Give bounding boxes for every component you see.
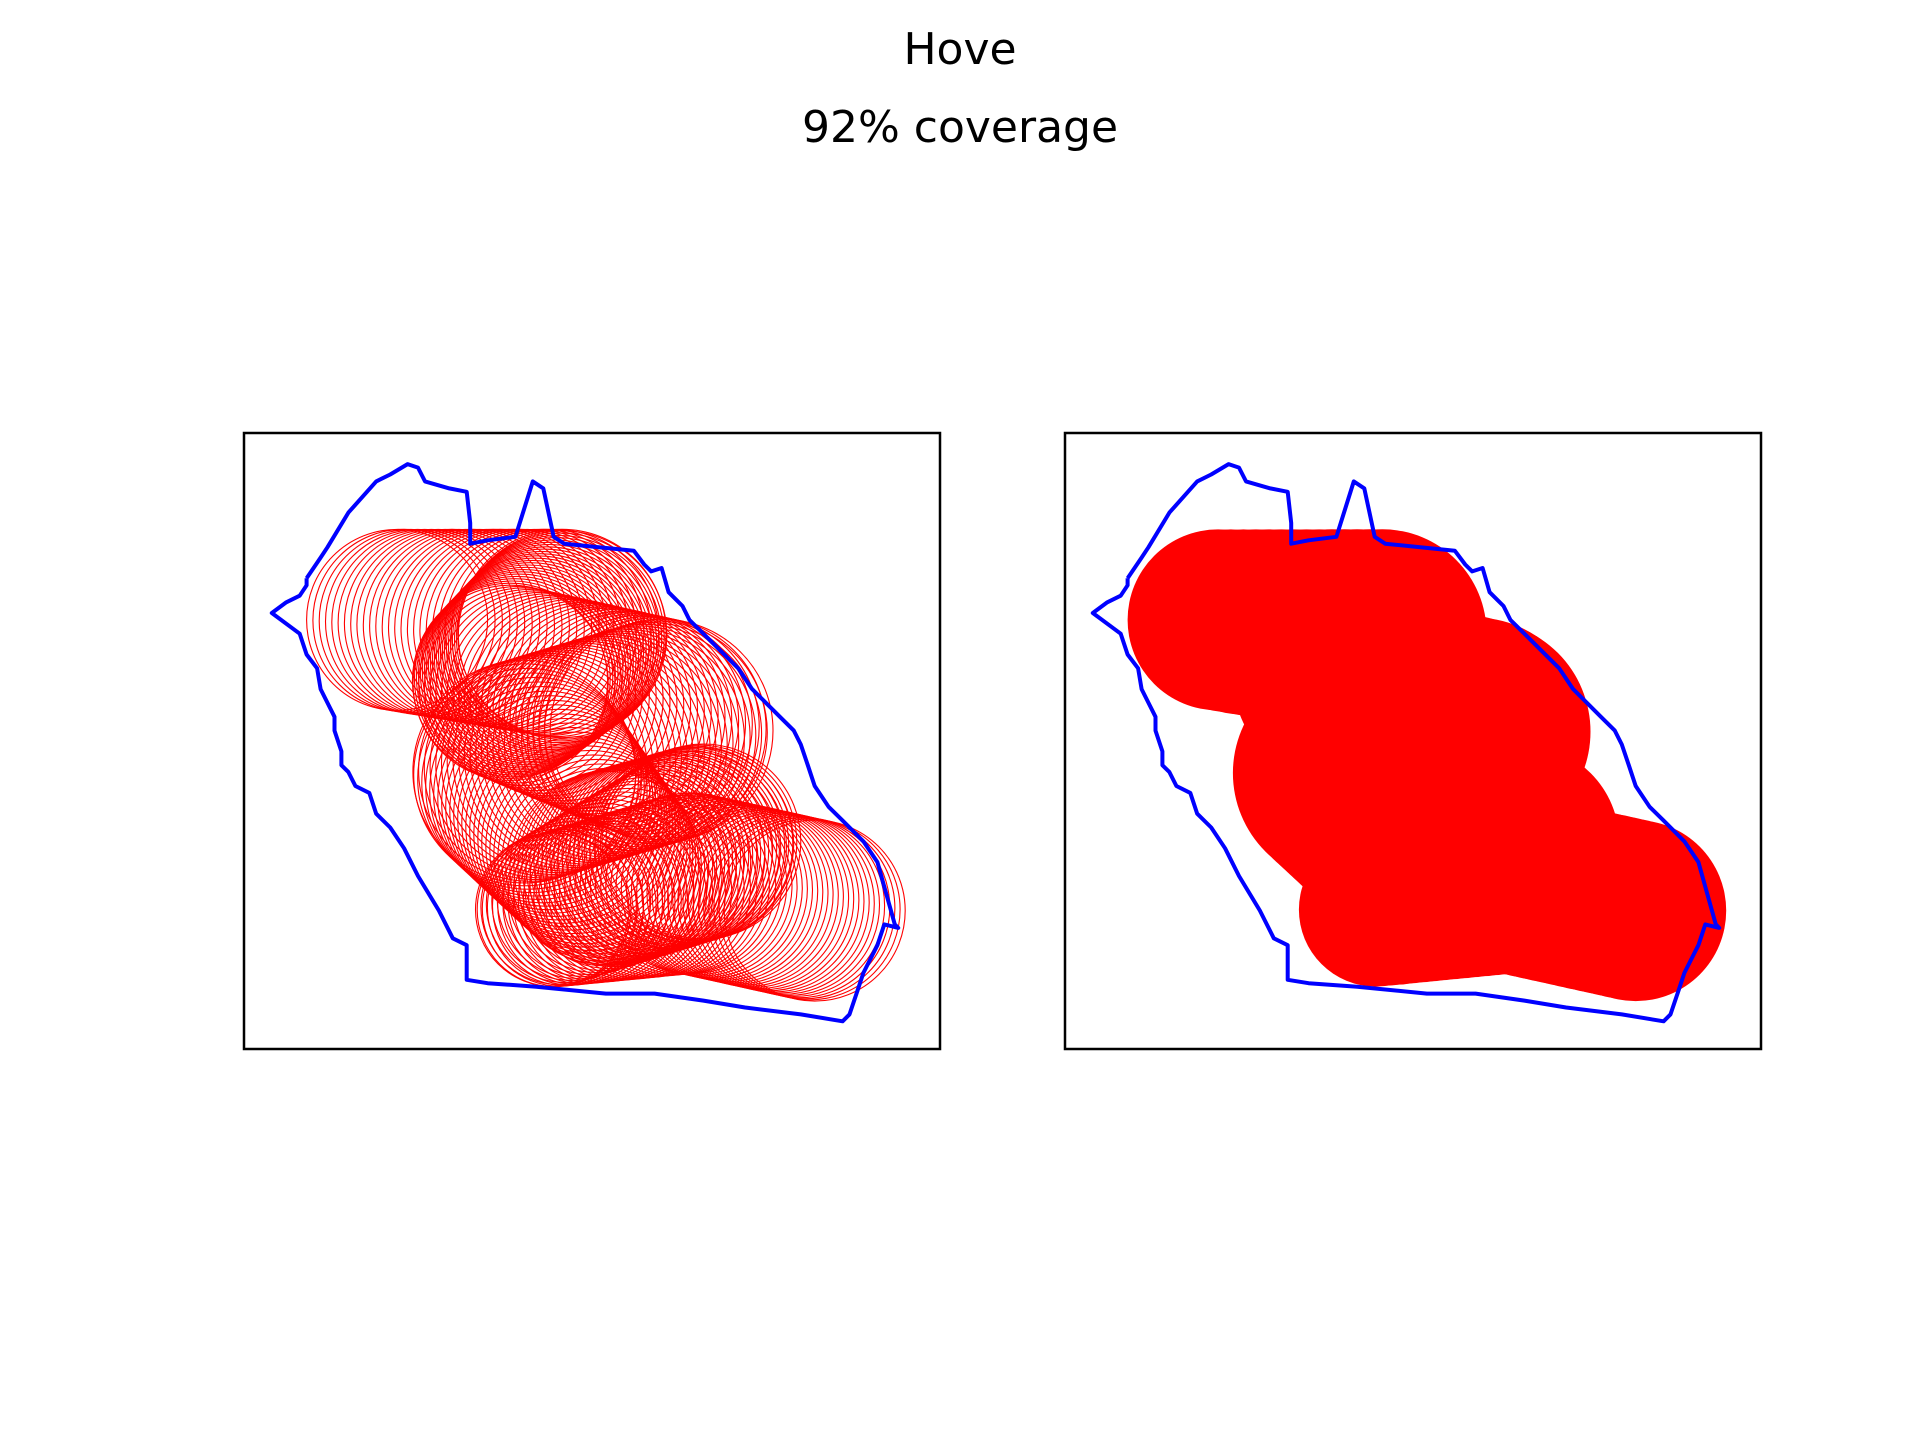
- coverage-circle-outline: [556, 776, 737, 958]
- coverage-circle-outline: [515, 628, 740, 853]
- coverage-circle-outline: [446, 649, 671, 874]
- coverage-circle-outline: [469, 642, 694, 867]
- coverage-circle-outline: [507, 810, 673, 976]
- boundary-line: [1090, 462, 1722, 1024]
- chart-title: Hove: [903, 24, 1017, 75]
- coverage-circle-outline: [561, 772, 745, 956]
- coverage-circle-outline: [433, 686, 651, 904]
- coverage-circle-outline: [417, 667, 640, 890]
- chart-subtitle: 92% coverage: [801, 102, 1119, 153]
- coverage-circle-outline: [713, 817, 896, 1000]
- coverage-circle-outline: [418, 586, 616, 784]
- coverage-circle-outline: [569, 801, 745, 978]
- coverage-circle-outline: [697, 813, 881, 996]
- coverage-circle-outline: [458, 645, 683, 870]
- coverage-circle-outline: [723, 819, 906, 1002]
- coverage-circle-outline: [425, 676, 645, 897]
- coverage-circle-outline: [421, 672, 642, 894]
- coverage-circle-outline: [441, 548, 647, 754]
- coverage-circle-outline: [461, 717, 671, 928]
- coverage-circle-outline: [465, 722, 674, 931]
- coverage-circle-outline: [533, 813, 701, 982]
- coverage-circle-outline: [318, 528, 503, 714]
- circle-fill-group: [1127, 529, 1727, 1002]
- coverage-circle-outline: [564, 803, 739, 978]
- circle-outline-group: [306, 528, 906, 1002]
- coverage-circle-outline: [543, 810, 714, 980]
- coverage-circle-filled: [1545, 820, 1727, 1002]
- boundary-line: [269, 462, 901, 1024]
- coverage-circle-outline: [538, 622, 763, 846]
- coverage-circle-outline: [538, 811, 708, 981]
- axes-frame: [1063, 431, 1763, 1051]
- coverage-circle-outline: [489, 749, 691, 952]
- coverage-circle-outline: [437, 690, 654, 907]
- coverage-circle-outline: [703, 814, 886, 998]
- coverage-outline-panel: [242, 431, 942, 1051]
- coverage-circle-outline: [548, 808, 720, 980]
- coverage-circle-outline: [491, 821, 652, 982]
- coverage-filled-panel: [1063, 431, 1763, 1051]
- axes-frame: [242, 431, 942, 1051]
- coverage-circle-outline: [441, 695, 657, 911]
- coverage-circle-outline: [718, 818, 901, 1001]
- coverage-circle-outline: [692, 812, 875, 995]
- coverage-circle-outline: [553, 806, 726, 979]
- coverage-circle-outline: [423, 587, 623, 787]
- coverage-circle-outline: [503, 607, 719, 823]
